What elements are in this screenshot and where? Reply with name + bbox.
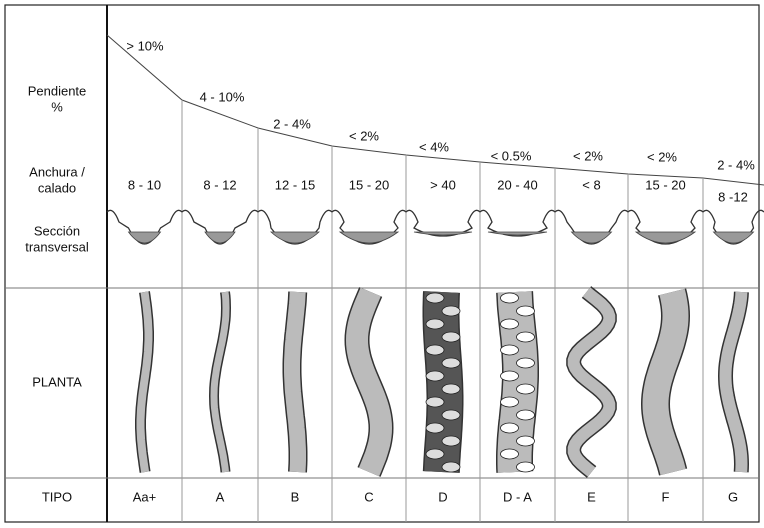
braid-bar — [441, 435, 461, 447]
width-label: 12 - 15 — [275, 177, 315, 192]
braid-bar — [425, 344, 445, 356]
width-label: 15 - 20 — [349, 177, 389, 192]
width-label: 20 - 40 — [497, 177, 537, 192]
channel — [642, 288, 689, 476]
braid-bar — [500, 396, 519, 408]
braid-bar — [516, 383, 535, 395]
braid-bar — [500, 344, 519, 356]
slope-label: < 2% — [573, 148, 603, 163]
braid-bar — [441, 383, 461, 395]
braid-bar — [425, 318, 445, 330]
braid-bar — [500, 292, 519, 304]
slope-label: < 0.5% — [491, 148, 532, 163]
cross-section — [331, 209, 407, 245]
type-label: G — [728, 489, 738, 504]
braid-bar — [441, 409, 461, 421]
braid-bar — [516, 435, 535, 447]
type-label: A — [216, 489, 225, 504]
braid-bar — [516, 305, 535, 317]
channel — [719, 291, 748, 473]
water — [127, 231, 162, 244]
braid-bar — [441, 461, 461, 473]
braid-bar — [441, 331, 461, 343]
braid-bar — [500, 370, 519, 382]
type-label: Aa+ — [133, 489, 157, 504]
channel — [284, 291, 306, 473]
braid-bar — [425, 292, 445, 304]
width-label: 8 - 10 — [128, 177, 161, 192]
braid-bar — [500, 318, 519, 330]
width-label: < 8 — [582, 177, 600, 192]
cross-section — [181, 209, 259, 245]
braid-bar — [516, 357, 535, 369]
width-label: 8 -12 — [718, 189, 748, 204]
cross-section — [479, 209, 556, 237]
channel — [424, 291, 462, 473]
braid-bar — [516, 461, 535, 473]
slope-label: < 4% — [419, 139, 449, 154]
cross-section — [702, 209, 764, 245]
water — [634, 231, 697, 244]
water — [269, 231, 321, 244]
channel — [567, 287, 616, 477]
braid-bar — [425, 396, 445, 408]
slope-line — [106, 34, 764, 186]
row-label: PLANTA — [32, 374, 82, 389]
width-label: 15 - 20 — [645, 177, 685, 192]
braid-bar — [441, 357, 461, 369]
water — [570, 231, 613, 244]
channel — [136, 291, 153, 473]
braid-bar — [425, 370, 445, 382]
type-label: B — [291, 489, 300, 504]
row-label: Anchura / — [29, 164, 85, 179]
row-label: calado — [38, 180, 76, 195]
type-label: D - A — [503, 489, 532, 504]
channel — [210, 291, 230, 473]
braid-bar — [516, 409, 535, 421]
row-label: Pendiente — [28, 83, 87, 98]
type-label: E — [587, 489, 596, 504]
braid-bar — [425, 422, 445, 434]
water — [487, 231, 548, 236]
braid-bar — [425, 448, 445, 460]
type-label: D — [438, 489, 447, 504]
slope-label: < 2% — [349, 128, 379, 143]
slope-label: 4 - 10% — [200, 89, 245, 104]
water — [712, 231, 755, 244]
type-label: C — [364, 489, 373, 504]
width-label: > 40 — [430, 177, 456, 192]
width-label: 8 - 12 — [203, 177, 236, 192]
cross-section — [627, 209, 704, 245]
row-label: transversal — [25, 239, 89, 254]
cross-section — [257, 209, 333, 245]
water — [338, 231, 400, 244]
slope-label: 2 - 4% — [273, 116, 311, 131]
braid-bar — [500, 448, 519, 460]
braid-bar — [500, 422, 519, 434]
cross-section — [405, 209, 481, 237]
channel — [345, 287, 393, 477]
slope-label: < 2% — [647, 149, 677, 164]
slope-label: 2 - 4% — [717, 157, 755, 172]
water — [413, 231, 473, 236]
row-label: TIPO — [42, 489, 72, 504]
slope-label: > 10% — [126, 38, 164, 53]
braid-bar — [516, 331, 535, 343]
cross-section — [106, 209, 183, 245]
row-label: % — [51, 99, 63, 114]
braid-bar — [441, 305, 461, 317]
water — [204, 231, 236, 244]
cross-section — [554, 209, 629, 245]
row-label: Sección — [34, 223, 80, 238]
type-label: F — [662, 489, 670, 504]
